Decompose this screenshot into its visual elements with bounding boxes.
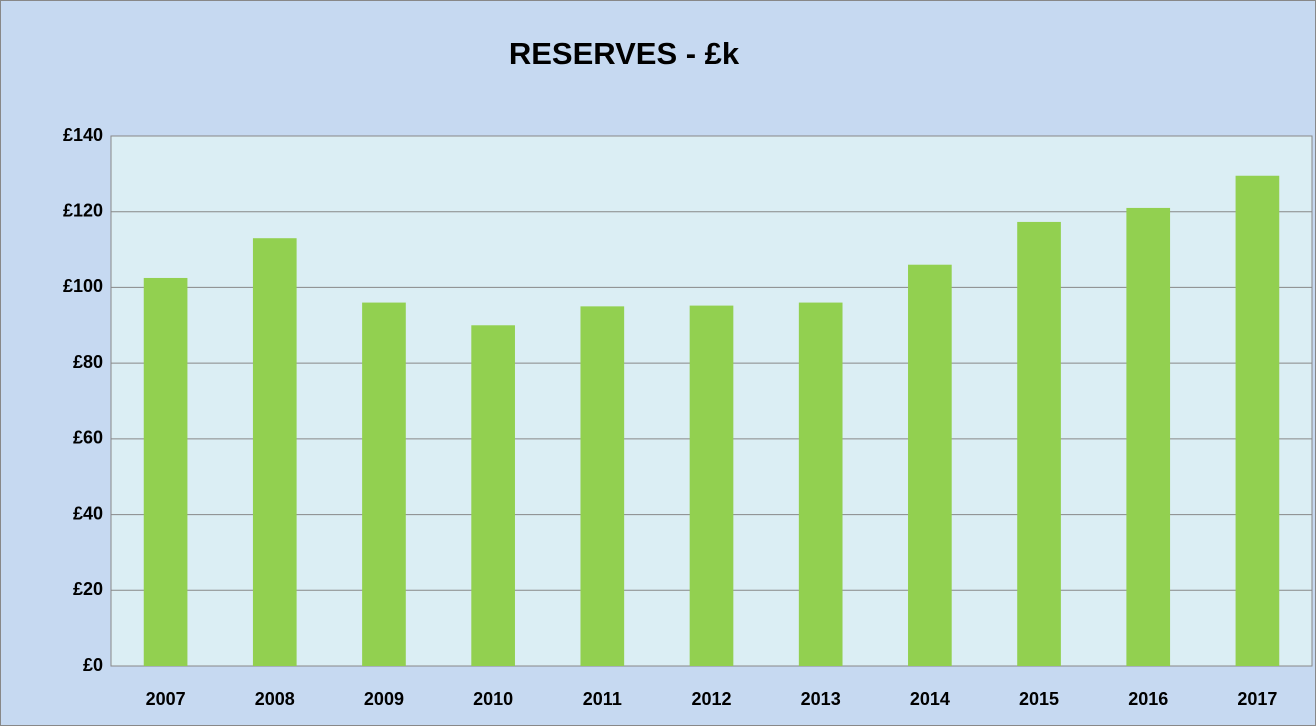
bar — [580, 306, 625, 666]
bar — [471, 325, 515, 666]
bar — [1235, 175, 1280, 666]
bar — [689, 305, 734, 666]
x-tick-label: 2009 — [364, 689, 404, 709]
bar — [1017, 221, 1061, 666]
x-tick-label: 2012 — [691, 689, 731, 709]
y-tick-label: £140 — [63, 125, 103, 145]
y-tick-label: £0 — [83, 655, 103, 675]
y-tick-label: £60 — [73, 428, 103, 448]
bar — [1126, 207, 1171, 666]
y-tick-label: £20 — [73, 579, 103, 599]
x-tick-label: 2014 — [910, 689, 950, 709]
y-tick-label: £40 — [73, 503, 103, 523]
x-tick-label: 2017 — [1237, 689, 1277, 709]
x-tick-label: 2011 — [583, 689, 622, 709]
x-tick-label: 2010 — [473, 689, 513, 709]
x-tick-label: 2007 — [146, 689, 186, 709]
bar — [798, 302, 843, 666]
bar — [362, 302, 406, 666]
y-tick-label: £100 — [63, 276, 103, 296]
x-tick-label: 2008 — [255, 689, 295, 709]
bar — [908, 264, 952, 666]
y-tick-label: £120 — [63, 200, 103, 220]
bar — [252, 238, 297, 666]
x-tick-label: 2015 — [1019, 689, 1059, 709]
chart-title: RESERVES - £k — [509, 36, 740, 71]
x-tick-label: 2016 — [1128, 689, 1168, 709]
y-tick-label: £80 — [73, 352, 103, 372]
x-tick-label: 2013 — [801, 689, 841, 709]
bar — [143, 277, 188, 666]
